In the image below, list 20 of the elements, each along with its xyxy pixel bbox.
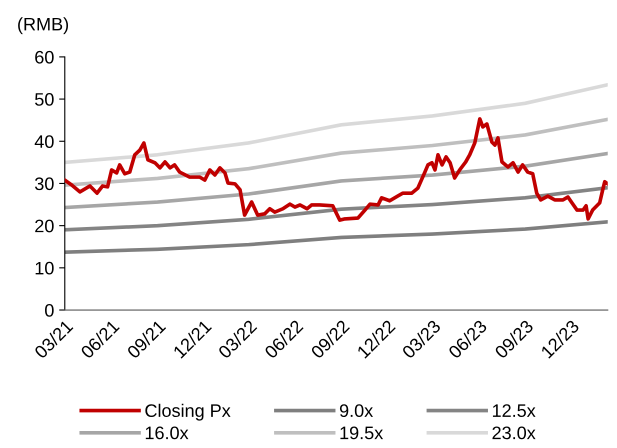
y-tick-label: 10: [36, 262, 54, 275]
line-series: [64, 118, 608, 187]
line-series: [64, 82, 608, 164]
line-series: [64, 152, 608, 210]
line-series: [64, 186, 608, 232]
legend-label: 23.0x: [492, 426, 536, 440]
y-tick-label: 40: [34, 135, 54, 148]
legend-label: 9.0x: [340, 404, 374, 418]
line-series: [64, 220, 608, 254]
y-tick-label: 60: [35, 50, 54, 64]
y-tick-label: 50: [35, 93, 54, 106]
y-tick-label: 30: [34, 177, 54, 190]
legend-label: 12.5x: [492, 404, 536, 418]
y-tick-label: 20: [35, 220, 54, 232]
legend-label: 19.5x: [340, 426, 384, 440]
legend-label: Closing Px: [145, 404, 231, 421]
y-axis-title: (RMB): [18, 17, 68, 34]
legend-label: 16.0x: [146, 426, 188, 440]
y-tick-label: 0: [45, 304, 54, 317]
line-series: [64, 117, 608, 222]
